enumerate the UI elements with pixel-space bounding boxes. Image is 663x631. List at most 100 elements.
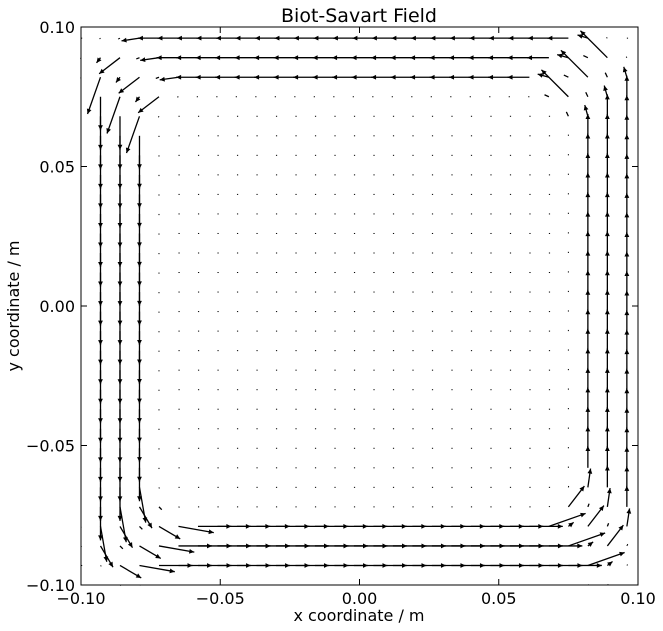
field-arrow bbox=[604, 94, 610, 117]
field-arrow bbox=[606, 487, 612, 507]
field-arrow bbox=[604, 153, 610, 175]
field-arrow bbox=[624, 329, 630, 351]
field-arrow bbox=[507, 74, 530, 80]
x-tick-label: −0.05 bbox=[196, 589, 245, 608]
x-tick-label: 0.05 bbox=[481, 589, 517, 608]
field-arrow bbox=[155, 76, 160, 80]
field-arrow bbox=[624, 114, 630, 136]
x-tick-label: 0.10 bbox=[620, 589, 656, 608]
field-arrow bbox=[195, 55, 218, 61]
field-arrow bbox=[468, 74, 491, 80]
field-arrow bbox=[604, 270, 610, 293]
field-arrow bbox=[99, 37, 101, 40]
field-arrow bbox=[624, 485, 630, 507]
field-arrow bbox=[488, 74, 510, 80]
field-arrow bbox=[139, 525, 143, 530]
field-arrow bbox=[624, 271, 630, 293]
field-arrow bbox=[604, 426, 610, 449]
field-arrow bbox=[332, 35, 354, 41]
field-arrow bbox=[567, 485, 585, 508]
field-arrow bbox=[274, 35, 296, 41]
field-arrow bbox=[157, 35, 179, 41]
field-arrow bbox=[548, 505, 551, 508]
field-arrow bbox=[468, 55, 491, 61]
field-arrow bbox=[98, 57, 121, 75]
field-arrow bbox=[604, 465, 610, 488]
field-arrow bbox=[371, 74, 393, 80]
field-arrow bbox=[587, 505, 605, 527]
field-arrow bbox=[624, 407, 630, 429]
field-arrow bbox=[159, 76, 179, 82]
field-arrow bbox=[624, 75, 630, 97]
field-arrow bbox=[604, 328, 610, 351]
field-arrow bbox=[585, 445, 591, 468]
field-arrow bbox=[622, 66, 628, 78]
field-arrow bbox=[215, 55, 237, 61]
x-tick-label: −0.10 bbox=[56, 589, 105, 608]
field-arrow bbox=[585, 172, 591, 195]
field-arrow bbox=[176, 35, 198, 41]
field-arrow bbox=[293, 55, 315, 61]
field-arrow bbox=[293, 35, 315, 41]
field-arrow bbox=[577, 34, 589, 39]
field-arrow bbox=[138, 506, 153, 529]
field-arrow bbox=[488, 35, 510, 41]
field-arrow bbox=[137, 135, 142, 170]
field-arrow bbox=[449, 74, 471, 80]
field-arrow bbox=[119, 564, 142, 579]
field-arrow bbox=[624, 153, 630, 175]
field-arrow bbox=[587, 551, 625, 567]
field-arrow bbox=[568, 563, 602, 568]
field-arrow bbox=[332, 55, 354, 61]
field-arrow bbox=[585, 133, 591, 156]
field-arrow bbox=[540, 69, 569, 98]
field-arrow bbox=[606, 522, 610, 527]
field-arrow bbox=[157, 116, 160, 118]
field-arrow bbox=[624, 466, 630, 488]
field-arrow bbox=[254, 74, 276, 80]
field-arrow bbox=[234, 74, 257, 80]
field-arrow bbox=[138, 487, 148, 523]
field-arrow bbox=[624, 446, 630, 468]
field-arrow bbox=[136, 57, 140, 60]
field-arrow bbox=[254, 55, 276, 61]
field-arrow bbox=[118, 76, 140, 94]
field-arrow bbox=[604, 309, 610, 332]
field-arrow bbox=[527, 55, 549, 61]
field-arrow bbox=[606, 560, 613, 567]
y-tick-label: 0.05 bbox=[39, 158, 75, 177]
field-arrow bbox=[410, 74, 432, 80]
axis-ticks: −0.10 −0.05 0.00 0.05 0.10 −0.10 −0.05 0.00 0.05… bbox=[26, 18, 656, 608]
field-arrow bbox=[604, 211, 610, 234]
field-arrow bbox=[585, 289, 591, 312]
field-arrow bbox=[624, 95, 630, 117]
field-arrow bbox=[604, 172, 610, 195]
field-arrow bbox=[371, 35, 393, 41]
field-arrow bbox=[547, 35, 569, 41]
field-arrow bbox=[158, 545, 195, 554]
field-arrow bbox=[626, 508, 632, 527]
field-arrow bbox=[125, 116, 141, 154]
field-arrow bbox=[119, 506, 128, 543]
field-arrow bbox=[137, 35, 159, 41]
field-arrow bbox=[548, 543, 583, 549]
field-arrow bbox=[583, 104, 589, 117]
field-arrow bbox=[548, 512, 586, 528]
field-arrow bbox=[567, 521, 575, 528]
y-tick-label: 0.00 bbox=[39, 297, 75, 316]
field-arrow bbox=[604, 445, 610, 468]
field-arrow bbox=[565, 111, 569, 117]
field-arrow bbox=[215, 35, 237, 41]
field-arrow bbox=[119, 545, 124, 550]
field-arrow bbox=[312, 74, 335, 80]
field-arrow bbox=[579, 30, 608, 59]
field-arrow bbox=[624, 192, 630, 214]
field-arrow bbox=[624, 427, 630, 449]
field-arrow bbox=[604, 367, 610, 390]
field-arrow bbox=[176, 74, 198, 80]
field-arrow bbox=[624, 231, 630, 253]
field-arrow bbox=[134, 96, 141, 103]
field-arrow bbox=[604, 231, 610, 253]
field-arrow bbox=[624, 212, 630, 234]
